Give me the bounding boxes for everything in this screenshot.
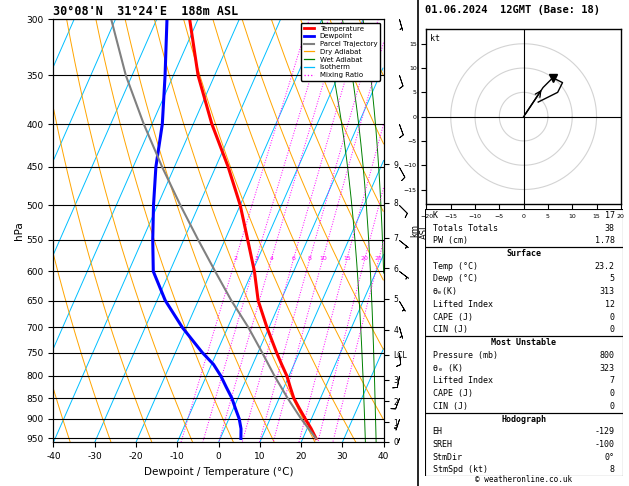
Text: 12: 12 <box>605 300 615 309</box>
Text: 5: 5 <box>610 275 615 283</box>
Text: Totals Totals: Totals Totals <box>433 224 498 233</box>
Text: © weatheronline.co.uk: © weatheronline.co.uk <box>475 474 572 484</box>
Text: kt: kt <box>430 35 440 43</box>
Legend: Temperature, Dewpoint, Parcel Trajectory, Dry Adiabat, Wet Adiabat, Isotherm, Mi: Temperature, Dewpoint, Parcel Trajectory… <box>301 23 380 81</box>
X-axis label: Dewpoint / Temperature (°C): Dewpoint / Temperature (°C) <box>144 467 293 477</box>
Text: CAPE (J): CAPE (J) <box>433 312 472 322</box>
Text: Lifted Index: Lifted Index <box>433 376 493 385</box>
Text: K: K <box>433 211 438 220</box>
Text: 313: 313 <box>600 287 615 296</box>
Text: Hodograph: Hodograph <box>501 415 546 423</box>
Text: 0: 0 <box>610 326 615 334</box>
Text: 0: 0 <box>610 312 615 322</box>
Text: 15: 15 <box>343 256 351 261</box>
Text: CIN (J): CIN (J) <box>433 402 467 411</box>
Text: θₑ(K): θₑ(K) <box>433 287 457 296</box>
Text: 7: 7 <box>610 376 615 385</box>
Text: Surface: Surface <box>506 249 541 258</box>
Text: Lifted Index: Lifted Index <box>433 300 493 309</box>
Y-axis label: km
ASL: km ASL <box>410 223 430 239</box>
Y-axis label: hPa: hPa <box>14 222 24 240</box>
Text: 8: 8 <box>308 256 312 261</box>
Text: θₑ (K): θₑ (K) <box>433 364 462 373</box>
Text: 30°08'N  31°24'E  188m ASL: 30°08'N 31°24'E 188m ASL <box>53 5 239 18</box>
Text: 10: 10 <box>319 256 326 261</box>
Text: 23.2: 23.2 <box>595 262 615 271</box>
Text: -129: -129 <box>595 427 615 436</box>
Text: StmDir: StmDir <box>433 452 462 462</box>
Text: -100: -100 <box>595 440 615 449</box>
Text: SREH: SREH <box>433 440 452 449</box>
Text: Pressure (mb): Pressure (mb) <box>433 351 498 360</box>
Text: 0: 0 <box>610 402 615 411</box>
Text: 2: 2 <box>234 256 238 261</box>
Text: 25: 25 <box>375 256 383 261</box>
Text: 323: 323 <box>600 364 615 373</box>
Text: PW (cm): PW (cm) <box>433 236 467 245</box>
Text: Temp (°C): Temp (°C) <box>433 262 477 271</box>
Text: 800: 800 <box>600 351 615 360</box>
Text: 38: 38 <box>605 224 615 233</box>
Text: 0: 0 <box>610 389 615 398</box>
Text: CAPE (J): CAPE (J) <box>433 389 472 398</box>
Text: Most Unstable: Most Unstable <box>491 338 556 347</box>
Text: 8: 8 <box>610 466 615 474</box>
Text: EH: EH <box>433 427 442 436</box>
Text: 6: 6 <box>292 256 296 261</box>
Text: 01.06.2024  12GMT (Base: 18): 01.06.2024 12GMT (Base: 18) <box>425 5 599 15</box>
Text: 4: 4 <box>269 256 274 261</box>
Text: 3: 3 <box>254 256 259 261</box>
Text: StmSpd (kt): StmSpd (kt) <box>433 466 487 474</box>
Text: CIN (J): CIN (J) <box>433 326 467 334</box>
Text: 1.78: 1.78 <box>595 236 615 245</box>
Text: 20: 20 <box>361 256 369 261</box>
Text: 17: 17 <box>605 211 615 220</box>
Text: Dewp (°C): Dewp (°C) <box>433 275 477 283</box>
Text: 0°: 0° <box>605 452 615 462</box>
